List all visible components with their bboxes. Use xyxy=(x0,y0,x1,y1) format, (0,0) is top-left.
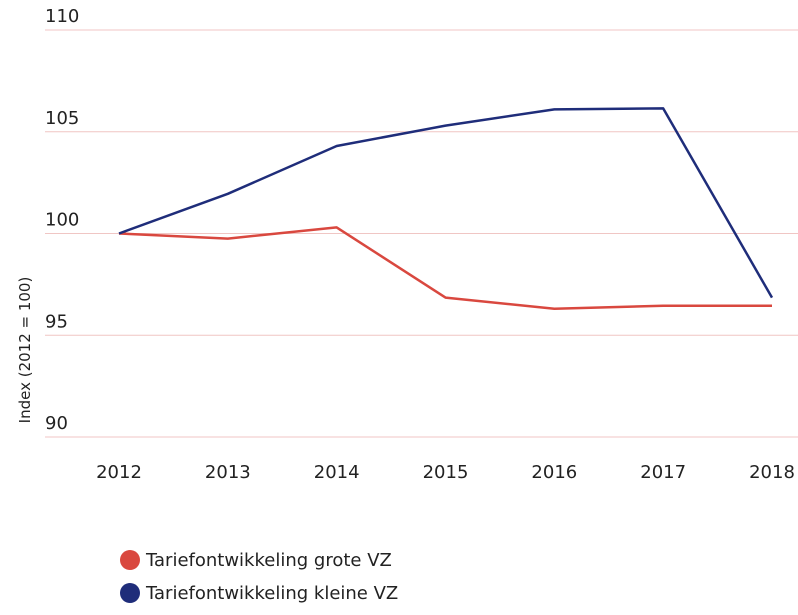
legend-marker xyxy=(120,583,140,603)
legend-label: Tariefontwikkeling grote VZ xyxy=(145,550,392,571)
x-tick-label: 2016 xyxy=(531,462,577,483)
x-tick-label: 2015 xyxy=(423,462,469,483)
x-tick-label: 2018 xyxy=(749,462,795,483)
x-tick-label: 2012 xyxy=(96,462,142,483)
x-tick-label: 2017 xyxy=(640,462,686,483)
legend-label: Tariefontwikkeling kleine VZ xyxy=(145,583,398,604)
y-tick-label: 90 xyxy=(45,413,68,434)
series-line xyxy=(118,226,772,311)
y-axis-label: Index (2012 = 100) xyxy=(16,277,34,424)
legend-marker xyxy=(120,550,140,570)
x-tick-label: 2013 xyxy=(205,462,251,483)
y-tick-label: 95 xyxy=(45,311,68,332)
x-tick-label: 2014 xyxy=(314,462,360,483)
y-tick-label: 110 xyxy=(45,6,79,27)
y-tick-label: 100 xyxy=(45,210,79,231)
y-tick-label: 105 xyxy=(45,108,79,129)
series-line xyxy=(118,107,774,299)
